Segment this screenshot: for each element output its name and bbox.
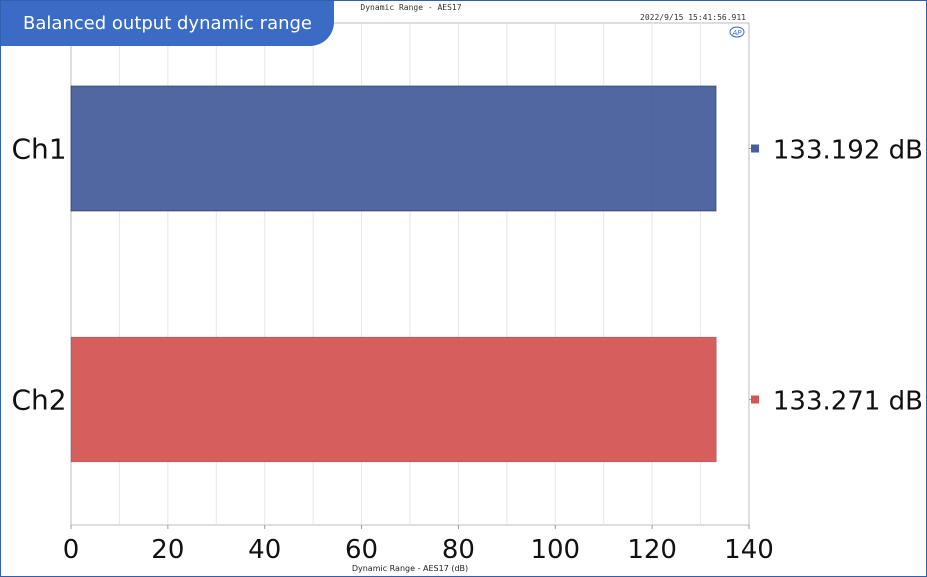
- value-label: 133.192 dB: [773, 136, 923, 166]
- chart-title: Dynamic Range - AES17: [360, 3, 461, 12]
- timestamp: 2022/9/15 15:41:56.911: [640, 13, 746, 22]
- category-label: Ch2: [11, 384, 66, 417]
- bars: [70, 85, 717, 463]
- ap-logo-text: AP: [731, 29, 742, 37]
- legend-marker: [751, 395, 759, 404]
- x-tick-label: 80: [442, 535, 475, 565]
- ap-logo: AP: [729, 26, 745, 38]
- value-label: 133.271 dB: [773, 387, 923, 417]
- bar-ch1: [70, 85, 717, 212]
- badge-label: Balanced output dynamic range: [22, 13, 313, 34]
- x-axis-label: Dynamic Range - AES17 (dB): [352, 564, 468, 573]
- category-label: Ch1: [11, 133, 66, 166]
- x-tick-label: 140: [724, 535, 774, 565]
- x-tick-label: 40: [248, 535, 281, 565]
- x-tick-label: 20: [151, 535, 184, 565]
- x-tick-label: 120: [627, 535, 677, 565]
- labels: 0 20 40 60 80 100 120 140 Ch1 133.192 dB Ch2 133.27…: [11, 133, 923, 566]
- x-tick-label: 100: [530, 535, 580, 565]
- bar-ch2: [70, 336, 717, 463]
- chart-badge: Balanced output dynamic range: [1, 1, 334, 46]
- legend-marker: [751, 144, 759, 153]
- x-tick-label: 60: [345, 535, 378, 565]
- x-tick-label: 0: [63, 535, 80, 565]
